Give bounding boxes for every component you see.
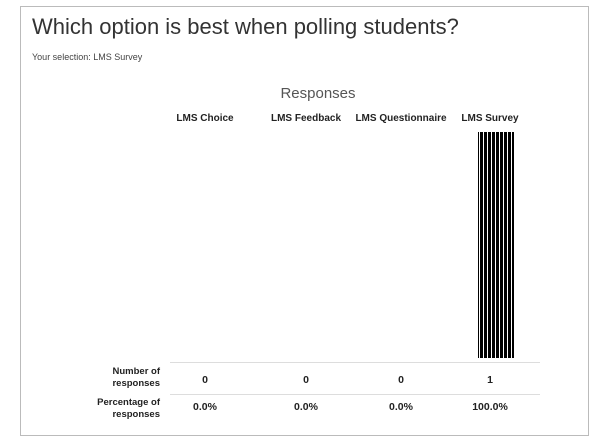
column-header: LMS Feedback — [270, 113, 342, 124]
column-header: LMS Survey — [461, 113, 519, 124]
row-label: Percentage of responses — [97, 397, 160, 420]
response-count: 0 — [398, 374, 404, 386]
question-title: Which option is best when polling studen… — [32, 14, 459, 39]
response-percent: 0.0% — [294, 401, 318, 413]
column-header: LMS Questionnaire — [355, 113, 447, 124]
response-bar — [478, 132, 514, 358]
row-rule — [170, 394, 540, 395]
row-label: Number of responses — [112, 366, 160, 389]
row-rule — [170, 362, 540, 363]
response-percent: 0.0% — [389, 401, 413, 413]
response-percent: 0.0% — [193, 401, 217, 413]
results-heading: Responses — [280, 85, 356, 102]
selection: Your selection: LMS Survey — [32, 52, 143, 62]
response-count: 0 — [303, 374, 309, 386]
response-count: 0 — [202, 374, 208, 386]
response-count: 1 — [487, 374, 493, 386]
response-percent: 100.0% — [472, 401, 508, 413]
column-header: LMS Choice — [176, 113, 234, 124]
